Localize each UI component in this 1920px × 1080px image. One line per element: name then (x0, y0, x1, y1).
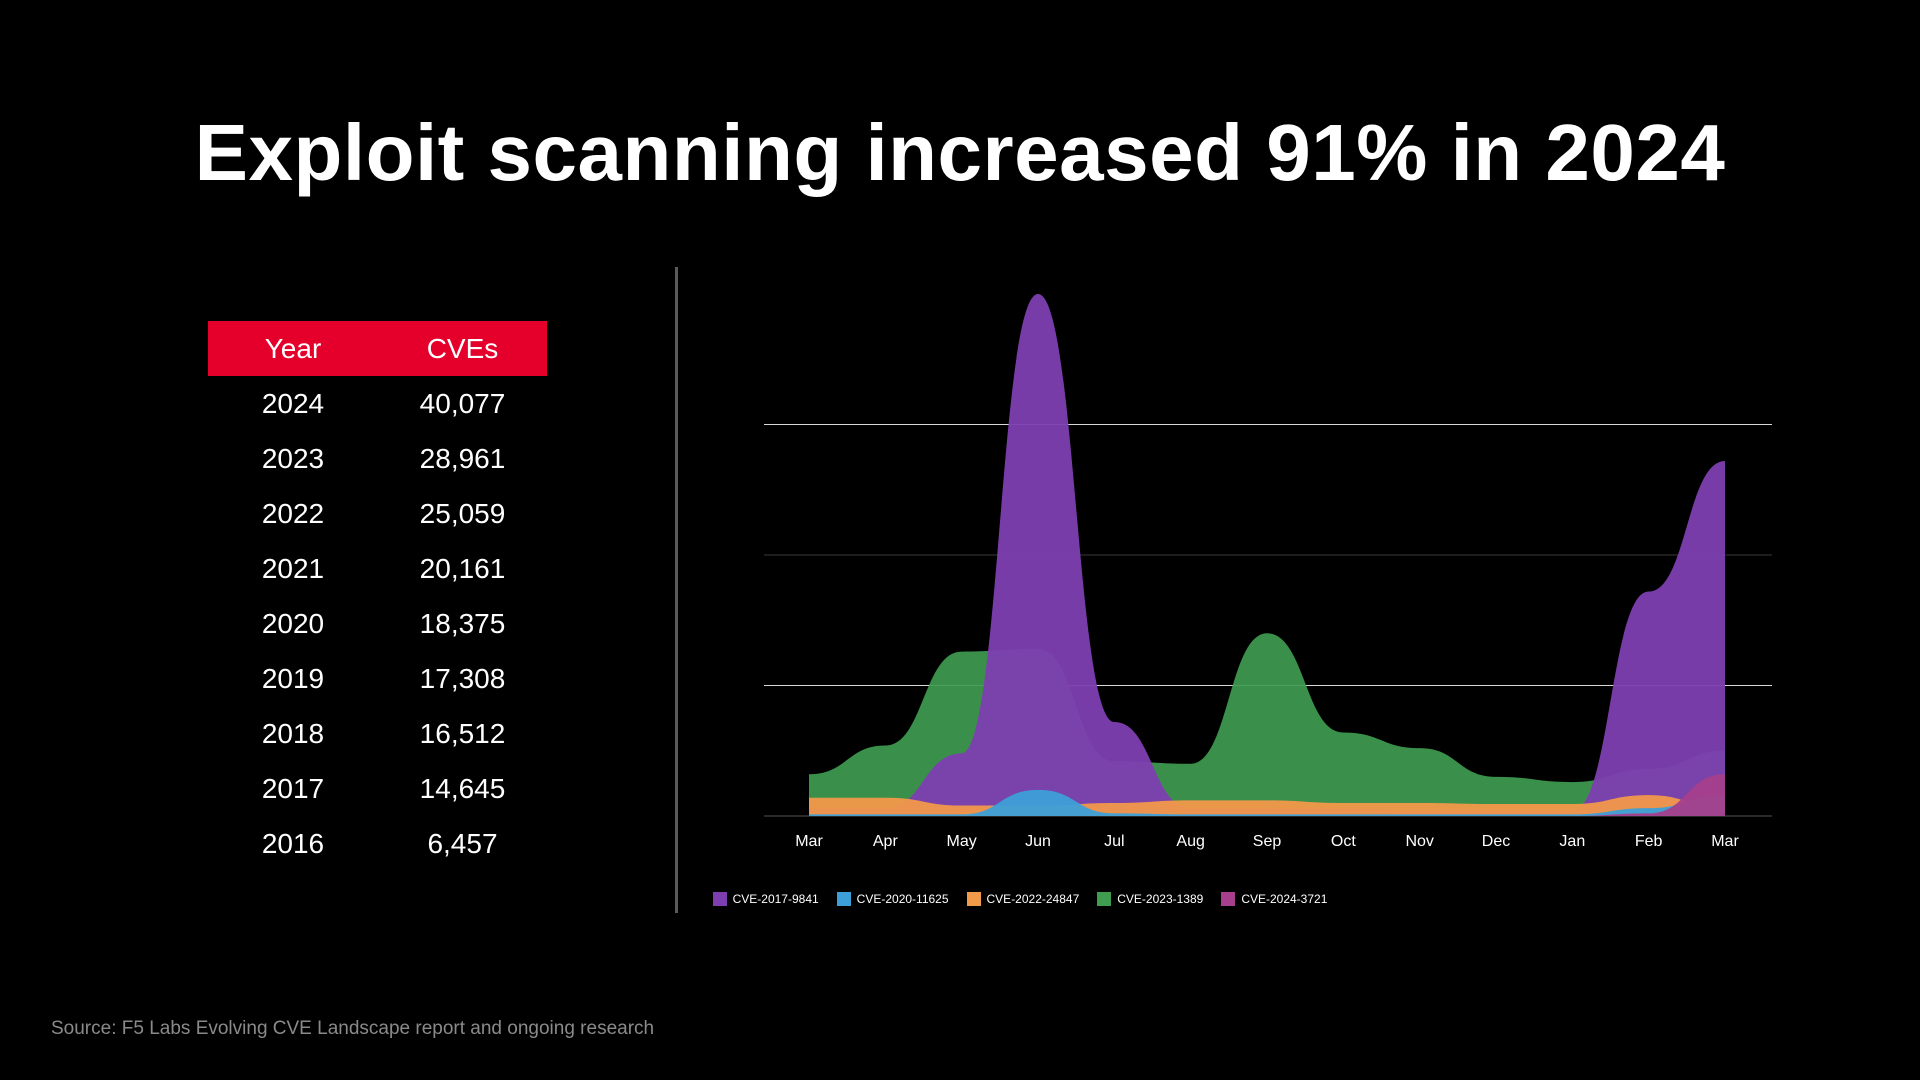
legend-item: CVE-2024-3721 (1221, 892, 1327, 906)
x-tick-label: Mar (795, 833, 823, 850)
series-area-cve-2020-11625 (809, 789, 1725, 816)
legend-label: CVE-2023-1389 (1117, 892, 1204, 906)
x-axis-ticks: Mar Apr May Jun Jul Aug Sep Oct Nov Dec Jan Feb Mar (795, 833, 1739, 850)
year-cell: 2022 (261, 497, 325, 529)
series-area-cve-2017-9841 (809, 294, 1725, 816)
cve-count-cell: 18,375 (419, 607, 506, 639)
table-row: 2018 16,512 (208, 706, 547, 761)
year-cell: 2024 (261, 387, 325, 419)
x-tick-label: Jan (1559, 833, 1585, 850)
legend-label: CVE-2017-9841 (732, 892, 819, 906)
legend-swatch (966, 892, 981, 906)
year-cell: 2016 (261, 827, 325, 859)
year-cell: 2023 (261, 442, 325, 474)
cve-count-cell: 25,059 (419, 497, 506, 529)
legend-label: CVE-2024-3721 (1241, 892, 1328, 906)
x-tick-label: Mar (1711, 833, 1739, 850)
x-tick-label: Nov (1405, 833, 1433, 850)
legend-label: CVE-2020-11625 (856, 892, 949, 906)
legend-item: CVE-2017-9841 (712, 892, 819, 906)
table-row: 2023 28,961 (208, 431, 547, 486)
column-header-cves: CVEs (378, 321, 547, 376)
chart-legend: CVE-2017-9841 CVE-2020-11625 CVE-2022-2484… (0, 892, 1920, 906)
table-row: 2016 6,457 (208, 816, 547, 871)
legend-label: CVE-2022-24847 (986, 892, 1080, 906)
legend-item: CVE-2022-24847 (966, 892, 1080, 906)
year-cell: 2021 (261, 552, 325, 584)
year-cell: 2018 (261, 717, 325, 749)
table-header-row: Year CVEs (208, 321, 547, 376)
slide-title: Exploit scanning increased 91% in 2024 (194, 108, 1726, 197)
x-tick-label: Apr (873, 833, 899, 850)
vertical-divider (675, 267, 678, 913)
table-row: 2022 25,059 (208, 486, 547, 541)
x-tick-label: Sep (1253, 833, 1282, 850)
cve-count-cell: 17,308 (419, 662, 506, 694)
table-row: 2019 17,308 (208, 651, 547, 706)
cve-count-cell: 20,161 (419, 552, 506, 584)
cve-count-cell: 16,512 (419, 717, 506, 749)
table-row: 2017 14,645 (208, 761, 547, 816)
cve-count-cell: 40,077 (419, 387, 506, 419)
x-tick-label: Jul (1104, 833, 1124, 850)
legend-swatch (1221, 892, 1236, 906)
table-row: 2021 20,161 (208, 541, 547, 596)
legend-swatch (1097, 892, 1112, 906)
cve-count-cell: 14,645 (419, 772, 506, 804)
year-cell: 2019 (261, 662, 325, 694)
source-note: Source: F5 Labs Evolving CVE Landscape r… (51, 1018, 655, 1039)
year-cell: 2020 (261, 607, 325, 639)
year-cell: 2017 (261, 772, 325, 804)
series-areas (809, 294, 1725, 816)
legend-item: CVE-2023-1389 (1097, 892, 1203, 906)
legend-swatch (836, 892, 851, 906)
x-tick-label: May (947, 833, 977, 850)
column-header-year: Year (208, 321, 378, 376)
legend-item: CVE-2020-11625 (836, 892, 949, 906)
x-tick-label: Jun (1025, 833, 1051, 850)
x-tick-label: Feb (1635, 833, 1663, 850)
cve-count-table: Year CVEs 2024 40,077 2023 28,961 2022 25,0… (208, 321, 547, 871)
x-tick-label: Dec (1482, 833, 1510, 850)
cve-count-cell: 28,961 (419, 442, 506, 474)
x-tick-label: Oct (1331, 833, 1356, 850)
cve-count-cell: 6,457 (427, 827, 498, 859)
legend-swatch (712, 892, 727, 906)
table-row: 2024 40,077 (208, 376, 547, 431)
table-row: 2020 18,375 (208, 596, 547, 651)
x-tick-label: Aug (1176, 833, 1204, 850)
